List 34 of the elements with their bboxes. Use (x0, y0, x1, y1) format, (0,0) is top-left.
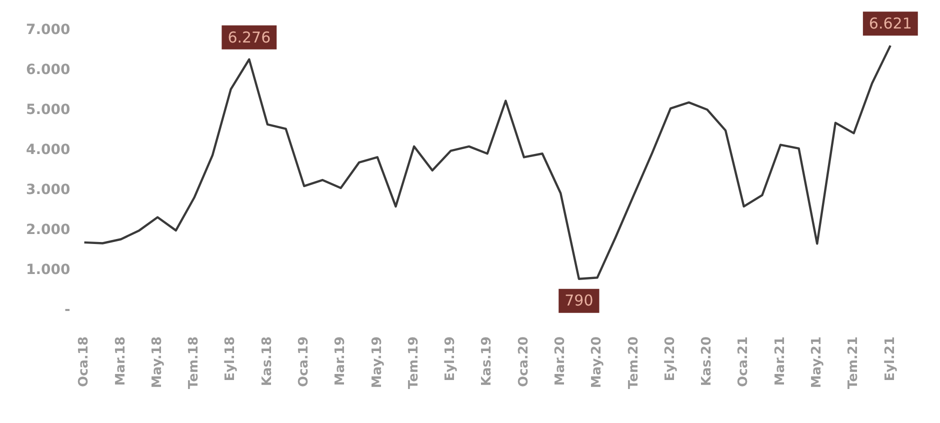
x-tick-label: Oca.21 (736, 336, 752, 388)
y-tick-label: 5.000 (26, 102, 71, 118)
x-tick-label: Mar.19 (333, 336, 348, 386)
y-tick-label: 4.000 (26, 142, 71, 158)
x-tick-label: May.20 (590, 336, 605, 388)
x-tick-label: Kas.18 (260, 336, 275, 386)
x-tick-label: Kas.19 (480, 336, 495, 386)
y-tick-label: 7.000 (26, 22, 71, 38)
x-tick-label: Tem.21 (846, 336, 862, 390)
x-tick-label: Eyl.21 (882, 336, 898, 382)
y-tick-label: - (64, 302, 70, 318)
x-tick-label: Kas.20 (700, 336, 715, 386)
x-tick-label: May.19 (370, 336, 385, 388)
y-tick-label: 1.000 (26, 262, 71, 278)
data-label: 790 (564, 292, 594, 310)
x-tick-label: Tem.19 (406, 336, 422, 390)
x-tick-label: Tem.20 (626, 336, 642, 390)
x-tick-label: May.21 (809, 336, 824, 388)
x-tick-label: Eyl.19 (443, 336, 458, 382)
x-tick-label: Mar.20 (553, 336, 568, 386)
x-tick-label: Oca.18 (76, 336, 92, 388)
x-tick-label: Mar.18 (113, 336, 128, 386)
x-tick-label: May.18 (150, 336, 165, 388)
x-tick-label: Eyl.18 (223, 336, 238, 382)
y-tick-label: 6.000 (26, 62, 71, 78)
data-label: 6.276 (228, 28, 271, 46)
x-tick-label: Mar.21 (772, 336, 788, 386)
x-tick-label: Oca.20 (516, 336, 532, 388)
x-tick-label: Eyl.20 (662, 336, 678, 382)
x-tick-label: Tem.18 (186, 336, 202, 390)
x-tick-label: Oca.19 (296, 336, 312, 388)
y-tick-label: 2.000 (26, 222, 71, 238)
data-label: 6.621 (868, 14, 912, 32)
y-tick-label: 3.000 (26, 182, 71, 198)
